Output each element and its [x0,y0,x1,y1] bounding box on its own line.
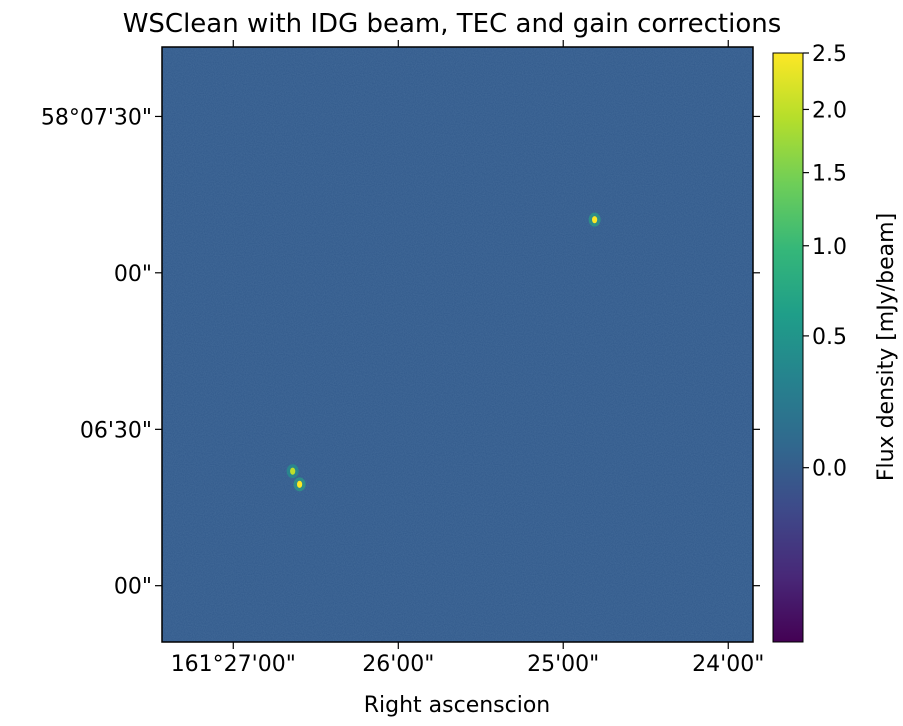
colorbar-tick-label: 2.5 [812,42,847,67]
colorbar-tick-label: 1.0 [812,235,847,260]
image-noise [162,47,753,642]
colorbar-tick-label: 2.0 [812,98,847,123]
colorbar-tick-label: 0.5 [812,325,847,350]
x-tick-label: 26'00" [362,652,434,677]
axes-frame [161,46,754,643]
y-tick-label: 58°07'30" [41,105,152,130]
source [592,216,598,224]
colorbar [772,52,804,643]
colorbar-tick-label: 0.0 [812,457,847,482]
source [297,480,303,488]
source [290,467,296,475]
y-tick-label: 00" [114,262,152,287]
chart-title: WSClean with IDG beam, TEC and gain corr… [123,9,782,39]
colorbar-tick-label: 1.5 [812,162,847,187]
x-tick-label: 161°27'00" [171,652,296,677]
x-axis-label: Right ascenscion [364,693,551,718]
y-tick-label: 00" [114,575,152,600]
y-tick-label: 06'30" [80,418,152,443]
x-tick-label: 24'00" [692,652,764,677]
x-tick-label: 25'00" [527,652,599,677]
colorbar-label: Flux density [mJy/beam] [874,213,899,481]
